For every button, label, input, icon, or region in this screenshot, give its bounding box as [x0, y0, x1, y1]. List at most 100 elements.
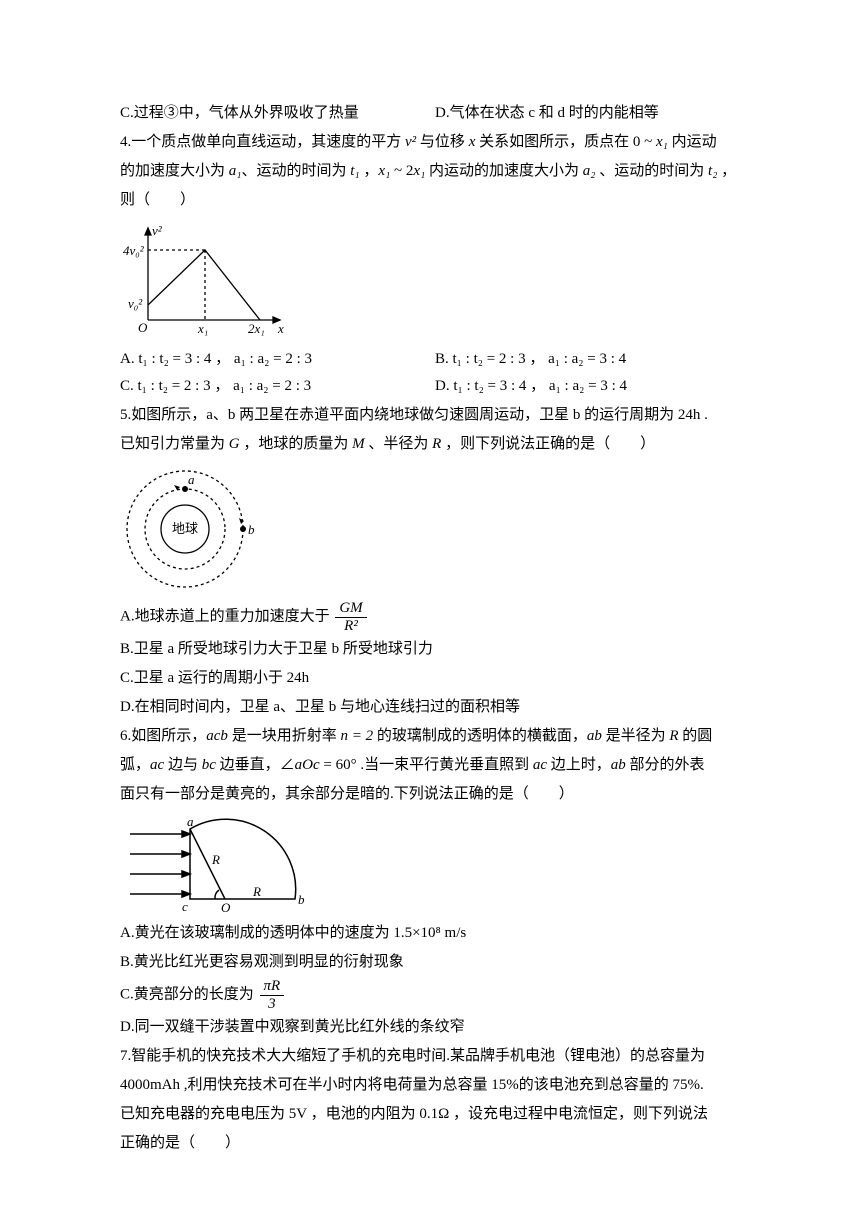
q4-g-xlabel: x — [277, 321, 284, 336]
q6-bc: bc — [202, 757, 216, 773]
q4-a2: a₂ — [583, 163, 596, 179]
q6-C-num: πR — [260, 978, 285, 996]
q7-line4: 正确的是（ ） — [120, 1130, 750, 1157]
q5-diagram: 地球 a b — [120, 464, 260, 594]
q5-line2: 已知引力常量为 G ，地球的质量为 M 、半径为 R ，则下列说法正确的是（ ） — [120, 431, 750, 458]
q5-earth: 地球 — [172, 521, 198, 536]
q4-t2: t₂ — [708, 163, 717, 179]
q6-l1e: 的圆 — [679, 728, 713, 744]
q4-option-d: D. t₁ : t₂ = 3 : 4 ， a₁ : a₂ = 3 : 4 — [435, 373, 750, 400]
q6-l2f: 部分的外表 — [626, 757, 705, 773]
q4-x1: x₁ — [378, 163, 390, 179]
q6-acb: acb — [206, 728, 228, 744]
q6-l2c: 边垂直，∠ — [216, 757, 295, 773]
q4-l2c: ， — [360, 163, 379, 179]
q4-l2f: 、运动的时间为 — [596, 163, 709, 179]
q5-l2b: ，地球的质量为 — [240, 436, 353, 452]
q4-v2: v² — [405, 134, 416, 150]
q5-R: R — [432, 436, 441, 452]
q6-option-b: B.黄光比红光更容易观测到明显的衍射现象 — [120, 949, 750, 976]
q6-a: a — [187, 814, 194, 829]
q4-x1a: x₁ — [656, 134, 668, 150]
q4-option-a: A. t₁ : t₂ = 3 : 4 ， a₁ : a₂ = 2 : 3 — [120, 346, 435, 373]
q6-ab2: ab — [611, 757, 626, 773]
q7-line3: 已知充电器的充电电压为 5V ，电池的内阻为 0.1Ω ，设充电过程中电流恒定，… — [120, 1101, 750, 1128]
q6-c: c — [182, 899, 188, 914]
q4-g-v0: v₀² — [128, 296, 143, 311]
q4-g-2x1: 2x₁ — [248, 321, 265, 336]
q6-diagram: a c O b R R — [120, 814, 330, 914]
q4-stem-line3: 则（ ） — [120, 187, 750, 214]
q5-b: b — [248, 522, 255, 537]
q6-option-d: D.同一双缝干涉装置中观察到黄光比红外线的条纹窄 — [120, 1014, 750, 1041]
q4-l2b: 、运动的时间为 — [241, 163, 350, 179]
q3-options: C.过程③中，气体从外界吸收了热量 D.气体在状态 c 和 d 时的内能相等 — [120, 100, 750, 127]
q5-A-frac: GMR² — [335, 600, 366, 634]
q4-options-row2: C. t₁ : t₂ = 2 : 3 ， a₁ : a₂ = 2 : 3 D. … — [120, 373, 750, 400]
q6-line2: 弧，ac 边与 bc 边垂直，∠aOc = 60° .当一束平行黄光垂直照到 a… — [120, 752, 750, 779]
q6-R1: R — [211, 852, 220, 867]
q4-stem-line1: 4.一个质点做单向直线运动，其速度的平方 v² 与位移 x 关系如图所示，质点在… — [120, 129, 750, 156]
q4-x1b: x₁ — [413, 163, 425, 179]
q6-b: b — [298, 892, 305, 907]
q4-option-c: C. t₁ : t₂ = 2 : 3 ， a₁ : a₂ = 2 : 3 — [120, 373, 435, 400]
q6-n2: n = 2 — [340, 728, 373, 744]
q4-l2a: 的加速度大小为 — [120, 163, 229, 179]
q6-l2b: 边与 — [164, 757, 202, 773]
q4-l2g: ， — [717, 163, 736, 179]
q6-R2: R — [252, 884, 261, 899]
q5-a: a — [188, 472, 195, 487]
q5-l2a: 已知引力常量为 — [120, 436, 229, 452]
q6-O: O — [221, 900, 231, 914]
q4-l1a: 4.一个质点做单向直线运动，其速度的平方 — [120, 134, 405, 150]
q5-A-den: R² — [335, 618, 366, 635]
q6-line1: 6.如图所示，acb 是一块用折射率 n = 2 的玻璃制成的透明体的横截面，a… — [120, 723, 750, 750]
q4-a1: a₁ — [229, 163, 242, 179]
q6-aOc: aOc — [295, 757, 320, 773]
q6-R: R — [669, 728, 678, 744]
q4-options-row1: A. t₁ : t₂ = 3 : 4 ， a₁ : a₂ = 2 : 3 B. … — [120, 346, 750, 373]
q6-Cpre: C.黄亮部分的长度为 — [120, 986, 258, 1002]
q6-l1c: 的玻璃制成的透明体的横截面， — [373, 728, 587, 744]
q3-option-c: C.过程③中，气体从外界吸收了热量 — [120, 100, 435, 127]
q4-graph: v² 4v₀² v₀² O x₁ 2x₁ x — [120, 220, 290, 340]
q6-option-a: A.黄光在该玻璃制成的透明体中的速度为 1.5×10⁸ m/s — [120, 920, 750, 947]
q6-ab: ab — [587, 728, 602, 744]
q4-stem-line2: 的加速度大小为 a₁、运动的时间为 t₁ ，x₁ ~ 2x₁ 内运动的加速度大小… — [120, 158, 750, 185]
q5-M: M — [352, 436, 365, 452]
q6-option-c: C.黄亮部分的长度为 πR3 — [120, 978, 750, 1012]
q6-ac: ac — [150, 757, 164, 773]
q4-g-4v0: 4v₀² — [123, 243, 145, 258]
q5-line1: 5.如图所示，a、b 两卫星在赤道平面内绕地球做匀速圆周运动，卫星 b 的运行周… — [120, 402, 750, 429]
q3-option-d: D.气体在状态 c 和 d 时的内能相等 — [435, 100, 750, 127]
q5-G: G — [229, 436, 240, 452]
q4-g-ylabel: v² — [152, 223, 163, 238]
q6-l1a: 6.如图所示， — [120, 728, 206, 744]
q5-option-d: D.在相同时间内，卫星 a、卫星 b 与地心连线扫过的面积相等 — [120, 694, 750, 721]
q4-t1: t₁ — [350, 163, 359, 179]
q6-l1b: 是一块用折射率 — [228, 728, 341, 744]
q6-ac2: ac — [533, 757, 547, 773]
q5-option-a: A.地球赤道上的重力加速度大于 GMR² — [120, 600, 750, 634]
q6-l2d: = 60° .当一束平行黄光垂直照到 — [320, 757, 533, 773]
q6-C-den: 3 — [260, 996, 285, 1013]
q7-line2: 4000mAh ,利用快充技术可在半小时内将电荷量为总容量 15%的该电池充到总… — [120, 1072, 750, 1099]
q4-g-O: O — [138, 320, 148, 335]
q7-line1: 7.智能手机的快充技术大大缩短了手机的充电时间.某品牌手机电池（锂电池）的总容量… — [120, 1043, 750, 1070]
q4-g-x1: x₁ — [197, 321, 208, 336]
q5-Apre: A.地球赤道上的重力加速度大于 — [120, 608, 333, 624]
q4-l2e: 内运动的加速度大小为 — [425, 163, 583, 179]
q4-l1d: 内运动 — [668, 134, 717, 150]
q5-l2c: 、半径为 — [365, 436, 433, 452]
q4-l1c: 关系如图所示，质点在 0 ~ — [475, 134, 656, 150]
q5-option-c: C.卫星 a 运行的周期小于 24h — [120, 665, 750, 692]
q4-l2d: ~ 2 — [390, 163, 413, 179]
q6-line3: 面只有一部分是黄亮的，其余部分是暗的.下列说法正确的是（ ） — [120, 781, 750, 808]
q6-l2a: 弧， — [120, 757, 150, 773]
q6-l1d: 是半径为 — [602, 728, 670, 744]
q4-option-b: B. t₁ : t₂ = 2 : 3 ， a₁ : a₂ = 3 : 4 — [435, 346, 750, 373]
q5-l2d: ，则下列说法正确的是（ ） — [441, 436, 655, 452]
q5-option-b: B.卫星 a 所受地球引力大于卫星 b 所受地球引力 — [120, 636, 750, 663]
q4-l1b: 与位移 — [416, 134, 469, 150]
q5-A-num: GM — [335, 600, 366, 618]
